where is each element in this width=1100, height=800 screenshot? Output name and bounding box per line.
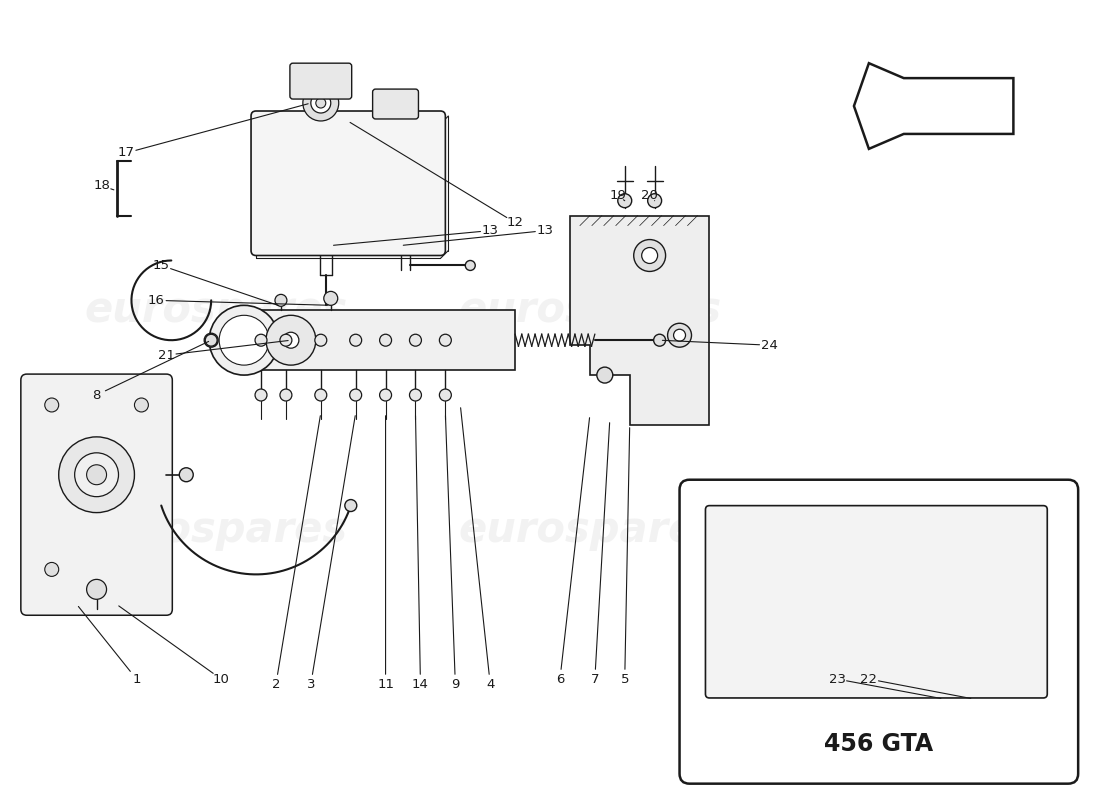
FancyBboxPatch shape: [705, 506, 1047, 698]
Circle shape: [219, 315, 270, 365]
FancyBboxPatch shape: [21, 374, 173, 615]
Text: 24: 24: [761, 338, 778, 352]
Circle shape: [968, 669, 979, 679]
Text: 12: 12: [507, 216, 524, 229]
Circle shape: [266, 315, 316, 365]
Circle shape: [87, 579, 107, 599]
FancyBboxPatch shape: [290, 63, 352, 99]
Circle shape: [205, 334, 218, 347]
Text: 13: 13: [482, 224, 498, 237]
Text: 9: 9: [451, 678, 460, 690]
Circle shape: [673, 330, 685, 342]
Circle shape: [209, 306, 279, 375]
Circle shape: [597, 367, 613, 383]
Circle shape: [846, 571, 905, 631]
Circle shape: [861, 586, 891, 616]
Text: 18: 18: [94, 179, 110, 192]
Circle shape: [439, 334, 451, 346]
Text: 10: 10: [212, 673, 230, 686]
Text: 2: 2: [272, 678, 280, 690]
Circle shape: [938, 669, 948, 679]
Circle shape: [379, 389, 392, 401]
Polygon shape: [570, 216, 710, 425]
Circle shape: [316, 98, 326, 108]
Circle shape: [315, 334, 327, 346]
Text: 5: 5: [620, 673, 629, 686]
Circle shape: [634, 239, 665, 271]
Bar: [236, 310, 515, 370]
Text: 16: 16: [147, 294, 165, 307]
Text: 8: 8: [92, 389, 101, 402]
Text: eurospares: eurospares: [85, 509, 348, 550]
Circle shape: [283, 332, 299, 348]
Circle shape: [75, 453, 119, 497]
Circle shape: [134, 398, 148, 412]
Circle shape: [751, 546, 778, 572]
Circle shape: [749, 634, 789, 674]
Circle shape: [323, 291, 338, 306]
Circle shape: [641, 247, 658, 263]
Circle shape: [87, 465, 107, 485]
Circle shape: [409, 389, 421, 401]
Text: 13: 13: [537, 224, 553, 237]
Circle shape: [653, 334, 666, 346]
Circle shape: [978, 549, 1000, 570]
Text: 4: 4: [486, 678, 494, 690]
Text: eurospares: eurospares: [85, 290, 348, 331]
Text: 6: 6: [556, 673, 564, 686]
Circle shape: [206, 334, 217, 346]
Circle shape: [379, 334, 392, 346]
Text: 23: 23: [828, 673, 846, 686]
FancyBboxPatch shape: [251, 111, 446, 255]
Circle shape: [648, 194, 661, 208]
Text: 22: 22: [860, 673, 878, 686]
Text: 20: 20: [641, 190, 658, 202]
Text: 3: 3: [307, 678, 315, 690]
FancyBboxPatch shape: [373, 89, 418, 119]
Circle shape: [255, 334, 267, 346]
Text: 15: 15: [153, 259, 169, 272]
Circle shape: [350, 389, 362, 401]
Circle shape: [45, 398, 58, 412]
Circle shape: [311, 93, 331, 113]
Text: 1: 1: [132, 673, 141, 686]
Text: 17: 17: [118, 146, 135, 159]
Circle shape: [739, 534, 789, 584]
Circle shape: [465, 261, 475, 270]
Text: 7: 7: [591, 673, 600, 686]
Circle shape: [967, 538, 1011, 582]
Circle shape: [279, 389, 292, 401]
Text: eurospares: eurospares: [459, 290, 722, 331]
Text: 456 GTA: 456 GTA: [824, 732, 934, 756]
Text: eurospares: eurospares: [459, 509, 722, 550]
Circle shape: [255, 389, 267, 401]
Circle shape: [275, 294, 287, 306]
FancyBboxPatch shape: [680, 480, 1078, 784]
Circle shape: [668, 323, 692, 347]
Circle shape: [344, 499, 356, 511]
Circle shape: [302, 85, 339, 121]
Circle shape: [179, 468, 194, 482]
Circle shape: [439, 389, 451, 401]
Circle shape: [759, 644, 779, 664]
Circle shape: [58, 437, 134, 513]
Circle shape: [45, 562, 58, 576]
Text: 19: 19: [609, 190, 626, 202]
Circle shape: [409, 334, 421, 346]
Text: 14: 14: [412, 678, 429, 690]
Text: 21: 21: [157, 349, 175, 362]
Text: 11: 11: [377, 678, 394, 690]
Polygon shape: [854, 63, 1013, 149]
Circle shape: [279, 334, 292, 346]
Circle shape: [618, 194, 631, 208]
Circle shape: [315, 389, 327, 401]
Circle shape: [350, 334, 362, 346]
